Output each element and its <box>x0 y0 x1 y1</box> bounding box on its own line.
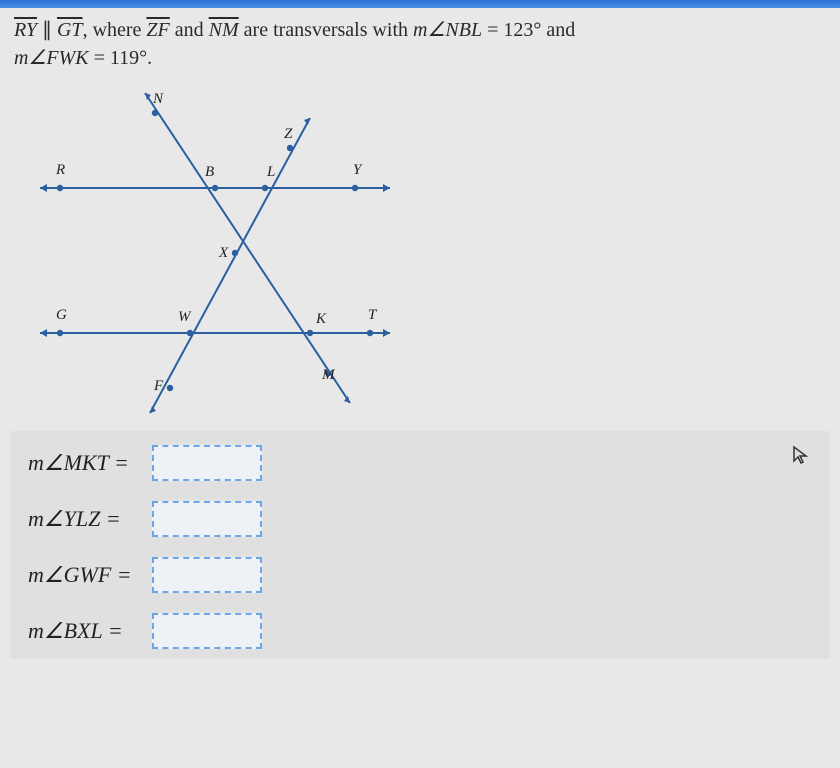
svg-text:R: R <box>55 162 65 178</box>
svg-text:M: M <box>321 367 336 383</box>
parallel-symbol: ∥ <box>42 19 57 41</box>
input-ylz[interactable] <box>152 501 262 537</box>
svg-text:L: L <box>266 164 275 180</box>
svg-text:N: N <box>152 91 164 107</box>
answer-row-mkt: m∠MKT = <box>28 445 812 481</box>
angle-fwk-label: m∠FWK <box>14 47 89 69</box>
svg-text:Y: Y <box>353 162 363 178</box>
problem-statement: RY ∥ GT, where ZF and NM are transversal… <box>0 8 840 78</box>
answer-label: m∠BXL = <box>28 618 148 644</box>
svg-text:K: K <box>315 311 327 327</box>
svg-text:B: B <box>205 164 214 180</box>
svg-text:X: X <box>218 245 229 261</box>
text-trans: are transversals with <box>239 19 413 41</box>
text-and2: and <box>546 19 575 41</box>
answer-label: m∠GWF = <box>28 562 148 588</box>
window-top-bar <box>0 0 840 8</box>
angle-nbl-val: = 123° <box>482 19 546 41</box>
answer-block: m∠MKT = m∠YLZ = m∠GWF = m∠BXL = <box>10 431 830 659</box>
angle-nbl-label: m∠NBL <box>413 19 482 41</box>
answer-label: m∠MKT = <box>28 450 148 476</box>
svg-text:Z: Z <box>284 126 293 142</box>
angle-fwk-val: = 119°. <box>89 47 153 69</box>
svg-text:W: W <box>178 309 192 325</box>
svg-text:G: G <box>56 307 67 323</box>
svg-text:T: T <box>368 307 378 323</box>
seg-gt: GT <box>57 19 83 41</box>
geometry-diagram: N Z R B L Y X G W K T M F <box>10 83 440 423</box>
answer-label: m∠YLZ = <box>28 506 148 532</box>
cursor-icon <box>792 445 810 470</box>
answer-row-bxl: m∠BXL = <box>28 613 812 649</box>
answer-row-gwf: m∠GWF = <box>28 557 812 593</box>
seg-ry: RY <box>14 19 37 41</box>
seg-zf: ZF <box>146 19 169 41</box>
input-gwf[interactable] <box>152 557 262 593</box>
text-and: and <box>170 19 209 41</box>
diagram-svg: N Z R B L Y X G W K T M F <box>10 83 440 423</box>
input-bxl[interactable] <box>152 613 262 649</box>
input-mkt[interactable] <box>152 445 262 481</box>
svg-text:F: F <box>153 378 164 394</box>
seg-nm: NM <box>209 19 239 41</box>
text-where: , where <box>83 19 147 41</box>
answer-row-ylz: m∠YLZ = <box>28 501 812 537</box>
